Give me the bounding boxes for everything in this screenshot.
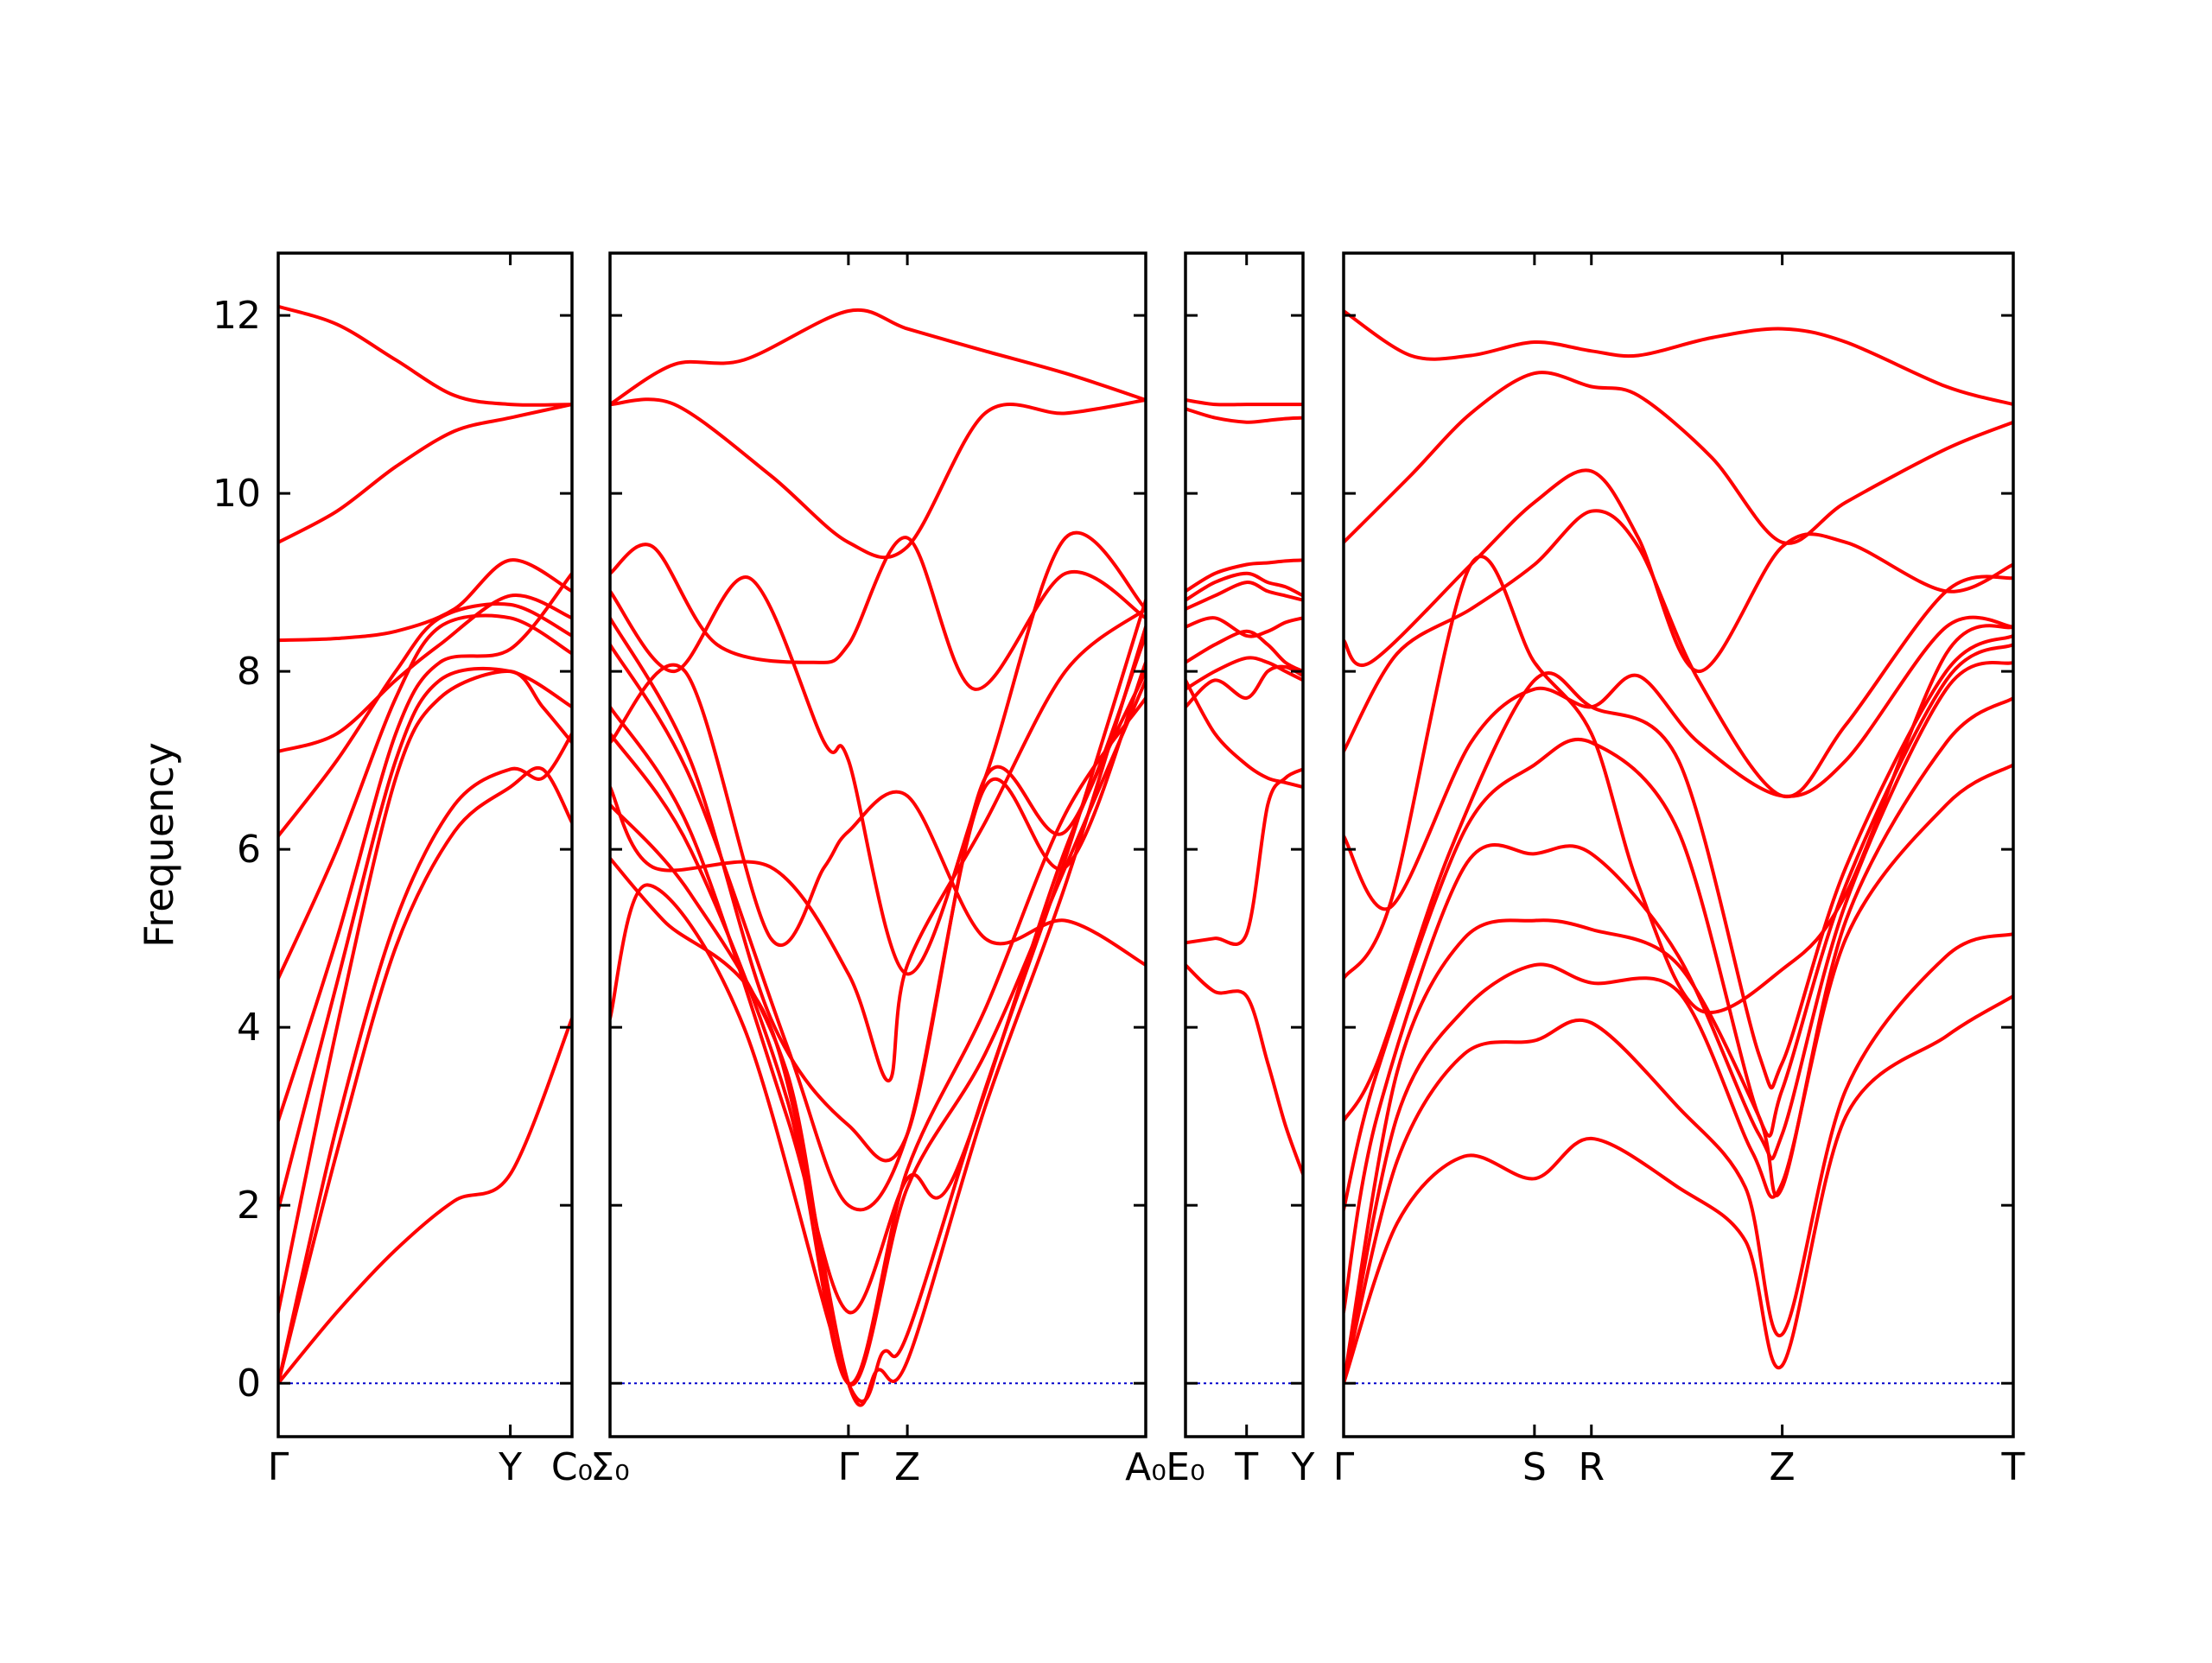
- y-tick-label: 12: [213, 294, 261, 338]
- y-tick-label: 0: [237, 1362, 261, 1406]
- band-line-12: [610, 397, 1146, 560]
- panel-frame: [1184, 251, 1305, 1438]
- band-line-2: [278, 765, 572, 1386]
- x-tick-label: S: [1522, 1445, 1547, 1489]
- band-line-6: [610, 643, 1146, 1212]
- band-line-8: [278, 602, 572, 838]
- x-tick-label: Γ: [838, 1445, 860, 1489]
- y-axis-ticks: 0 2 4 6 8 10 12: [213, 294, 261, 1406]
- band-line-3: [1185, 678, 1303, 789]
- band-line-10: [1185, 558, 1303, 593]
- band-line-5: [278, 666, 572, 1212]
- band-line-4: [610, 696, 1146, 1386]
- y-tick-label: 2: [237, 1184, 261, 1228]
- band-line-9: [1185, 571, 1303, 602]
- x-tick-label: Γ: [1333, 1445, 1355, 1489]
- bands: [1344, 309, 2013, 1386]
- band-line-11: [278, 403, 572, 544]
- band-line-7: [1185, 616, 1303, 638]
- x-tick-label: Γ: [268, 1445, 289, 1489]
- band-line-11: [610, 536, 1146, 691]
- band-line-2: [610, 625, 1146, 1407]
- panel-frame: [1342, 251, 2015, 1438]
- band-line-4: [278, 670, 572, 1314]
- x-tick-label: R: [1578, 1445, 1605, 1489]
- panel-frame: [276, 251, 574, 1438]
- band-line-12: [1185, 398, 1303, 407]
- band-line-11: [1185, 407, 1303, 424]
- band-line-7: [278, 613, 572, 981]
- band-line-13: [1344, 309, 2013, 407]
- band-line-9: [610, 663, 1146, 968]
- band-line-7: [1344, 633, 2013, 1123]
- panel-frame: [608, 251, 1147, 1438]
- band-line-12: [278, 304, 572, 407]
- band-line-10: [278, 558, 572, 643]
- band-line-1: [610, 598, 1146, 1404]
- band-line-1: [1185, 963, 1303, 1177]
- y-tick-label: 6: [237, 828, 261, 872]
- band-line-6: [278, 571, 572, 1123]
- x-tick-label: T: [1234, 1445, 1258, 1489]
- x-tick-label: Y: [498, 1445, 522, 1489]
- band-line-1: [278, 1016, 572, 1386]
- x-tick-label: C₀: [551, 1445, 593, 1489]
- band-line-10: [610, 530, 1146, 976]
- band-line-3: [278, 732, 572, 1386]
- x-tick-label: Z: [894, 1445, 920, 1489]
- bands: [610, 308, 1146, 1407]
- bands: [278, 304, 572, 1386]
- band-line-12: [1344, 371, 2013, 545]
- x-tick-label: T: [2001, 1445, 2025, 1489]
- band-line-3: [610, 678, 1146, 1387]
- band-line-2: [1185, 767, 1303, 946]
- band-line-5: [1185, 656, 1303, 691]
- panel-2: Σ₀ Γ Z A₀: [590, 251, 1166, 1489]
- band-line-4: [1185, 664, 1303, 709]
- band-line-8: [1185, 581, 1303, 611]
- y-tick-label: 8: [237, 650, 261, 694]
- band-line-9: [278, 593, 572, 753]
- band-line-8: [610, 607, 1146, 1082]
- y-tick-label: 10: [213, 472, 261, 516]
- band-line-7: [610, 616, 1146, 1163]
- band-line-2: [1344, 932, 2013, 1386]
- x-tick-label: Y: [1291, 1445, 1315, 1489]
- y-axis-label: Frequency: [136, 742, 182, 948]
- panel-3: E₀ T Y: [1166, 251, 1315, 1489]
- band-line-9: [1344, 615, 2013, 911]
- y-tick-label: 4: [237, 1006, 261, 1050]
- x-tick-label: E₀: [1166, 1445, 1205, 1489]
- band-line-8: [1344, 555, 2013, 1015]
- x-tick-label: A₀: [1125, 1445, 1166, 1489]
- band-line-5: [610, 670, 1146, 1315]
- panel-1: Γ Y C₀: [268, 251, 593, 1489]
- band-line-11: [1344, 468, 2013, 674]
- band-line-3: [1344, 763, 2013, 1386]
- band-line-6: [1344, 643, 2013, 1212]
- bands: [1185, 398, 1303, 1177]
- x-tick-label: Σ₀: [590, 1445, 629, 1489]
- band-line-13: [610, 308, 1146, 407]
- x-tick-label: Z: [1770, 1445, 1796, 1489]
- band-line-1: [1344, 994, 2013, 1386]
